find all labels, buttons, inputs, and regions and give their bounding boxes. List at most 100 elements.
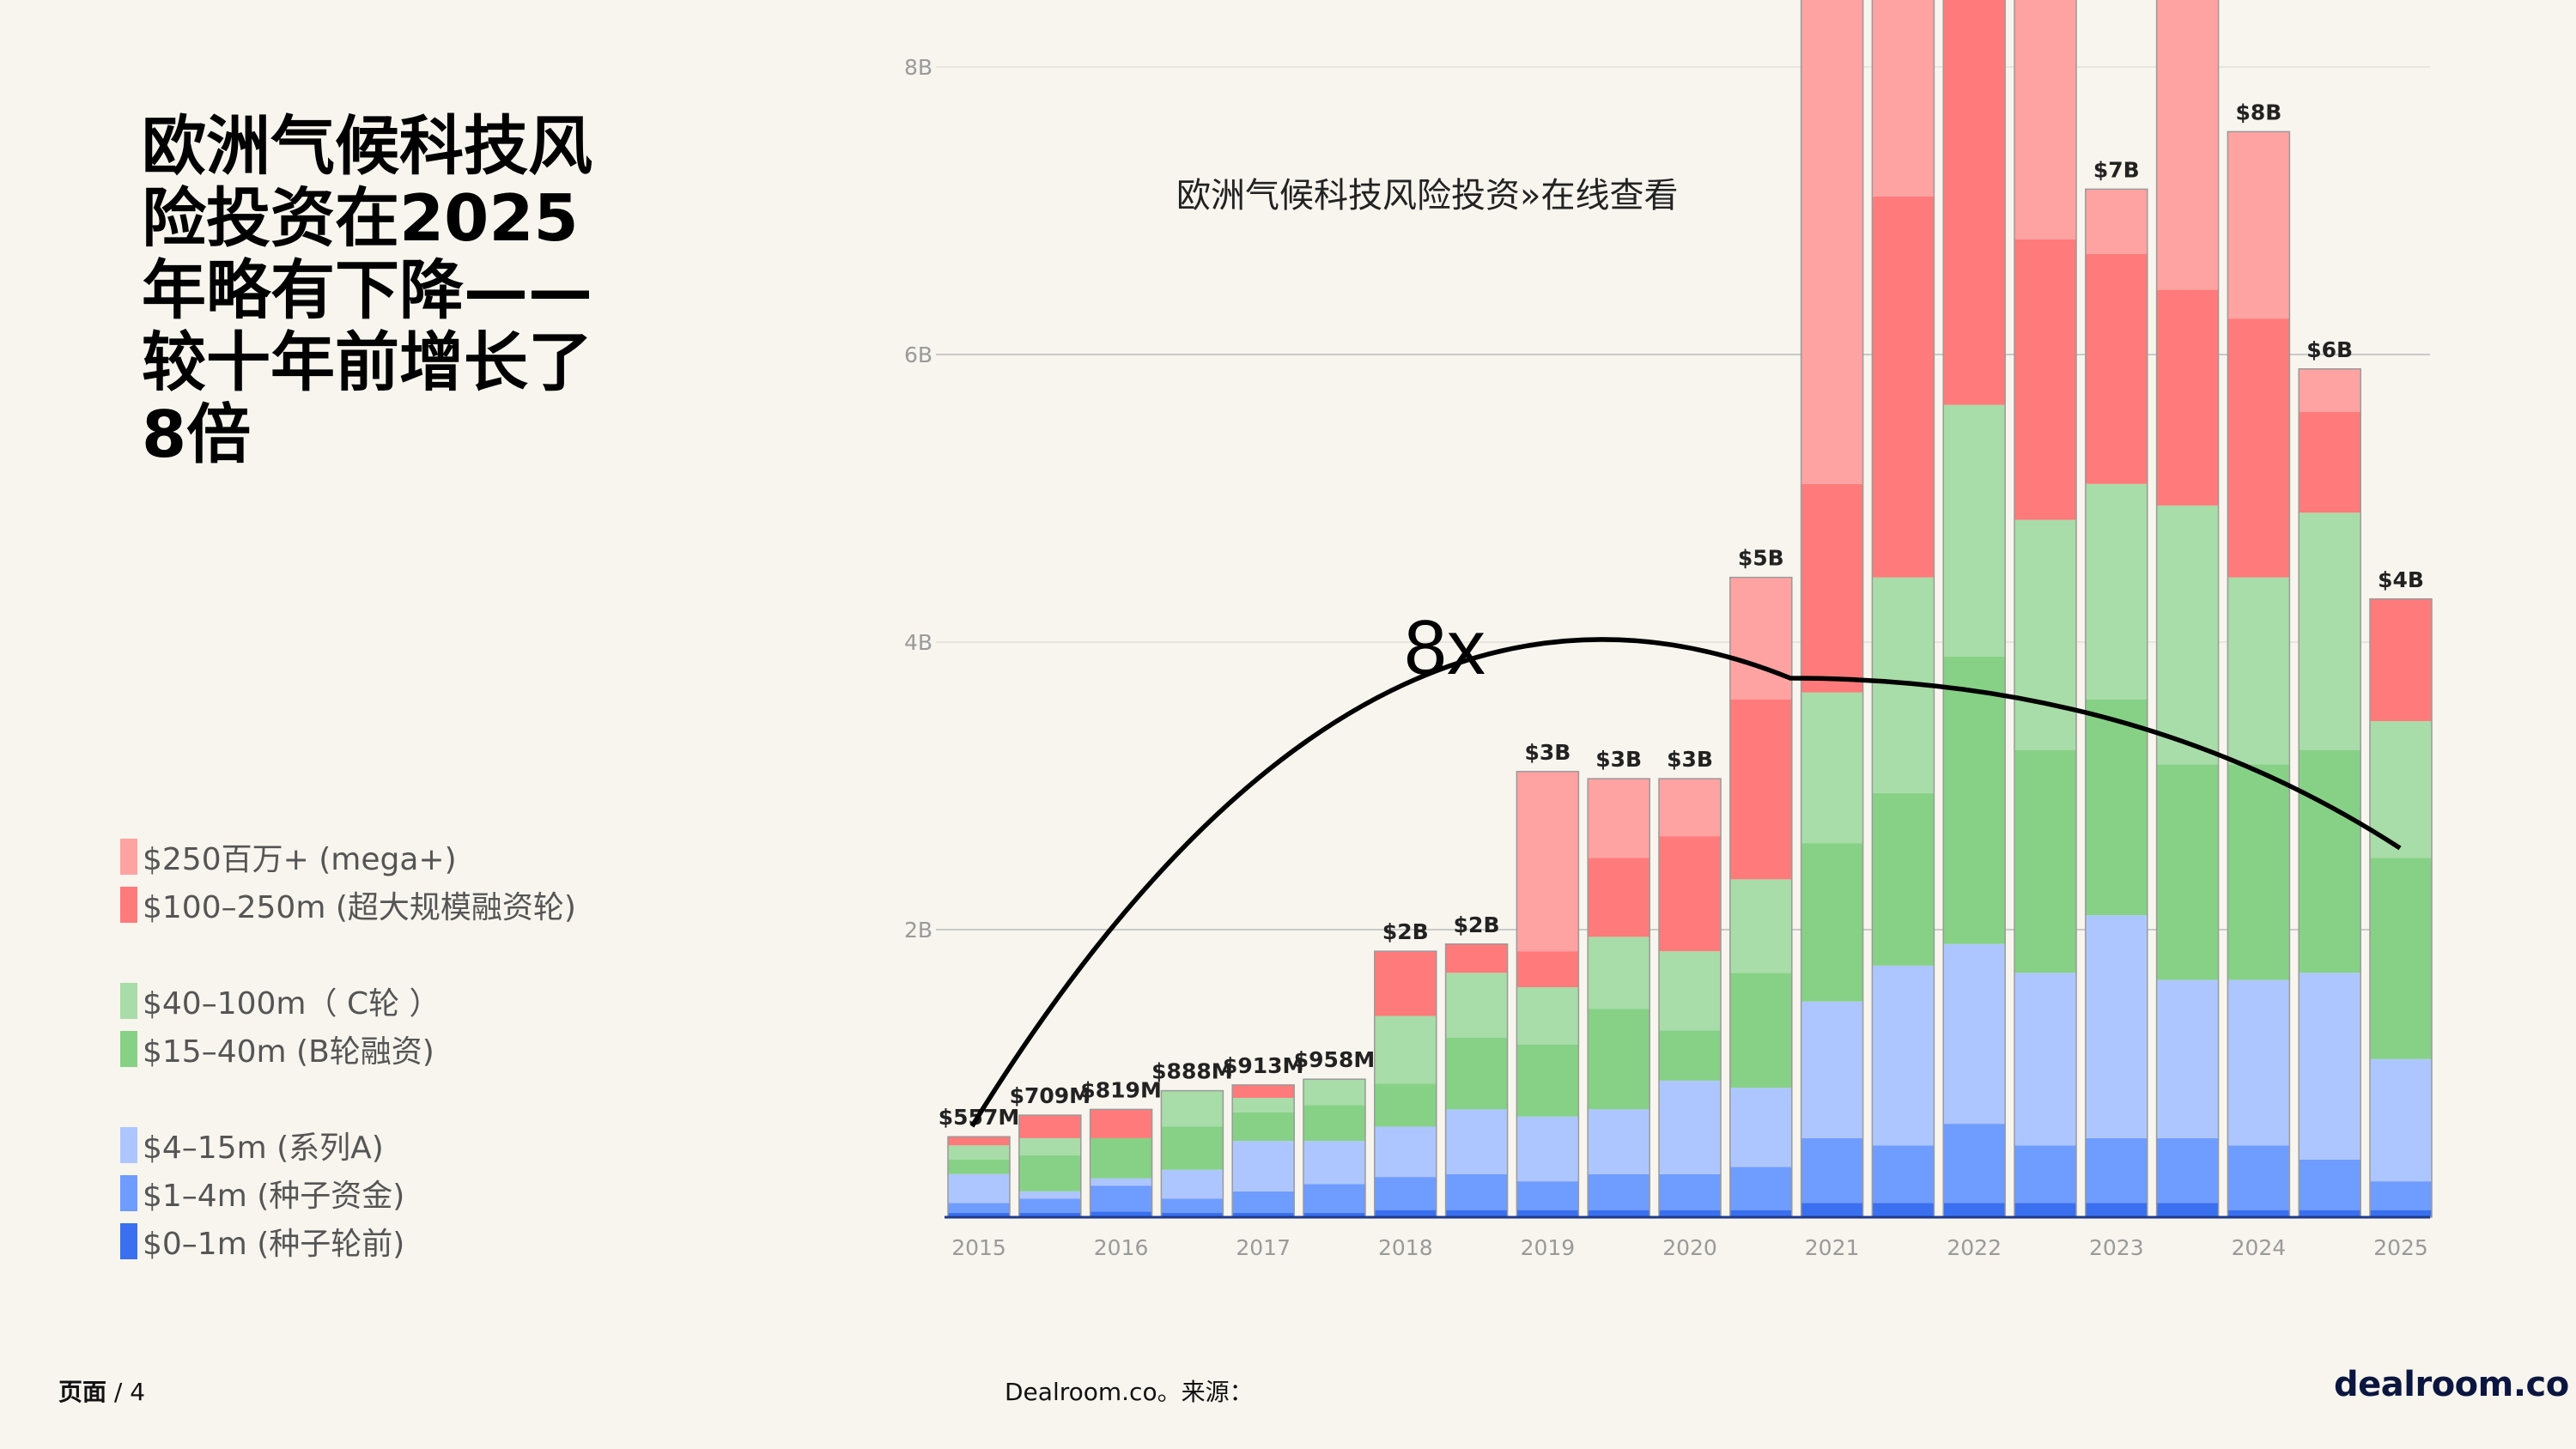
bar-total-label: $888M <box>1151 1059 1232 1084</box>
growth-annotation: 8x <box>1404 605 1485 691</box>
bar-segment <box>1872 792 1935 966</box>
bar-total-label: $3B <box>1667 747 1713 772</box>
bar-segment <box>1943 1124 2006 1203</box>
bar-segment <box>1516 987 1579 1045</box>
legend-group-late-stage: $250百万+ (mega+) $100–250m (超大规模融资轮) <box>120 833 576 929</box>
bar-segment <box>1161 1090 1224 1127</box>
bar-segment <box>1090 1211 1152 1217</box>
legend-label-seed: $1–4m (种子资金) <box>143 1179 405 1214</box>
bar-segment <box>1018 1212 1081 1217</box>
bar-total-label: $2B <box>1382 919 1429 944</box>
x-tick-label: 2020 <box>1662 1235 1717 1260</box>
bar-segment <box>1303 1079 1365 1106</box>
x-tick-label: 2023 <box>2089 1235 2144 1260</box>
bar-segment <box>1516 1116 1579 1182</box>
legend-swatch-series-c <box>120 983 137 1019</box>
bar-segment <box>2085 1137 2148 1203</box>
legend-item-mega-round: $100–250m (超大规模融资轮) <box>120 881 576 929</box>
bar-segment <box>1090 1185 1152 1212</box>
bar-segment <box>1588 1210 1650 1217</box>
bar-total-label: $913M <box>1223 1053 1303 1078</box>
x-tick-label: 2018 <box>1378 1235 1433 1260</box>
bar-segment <box>1374 1177 1437 1210</box>
bar-segment <box>2156 289 2219 506</box>
source-note: Dealroom.co。来源： <box>1005 1378 1254 1406</box>
bar-segment <box>1232 1112 1295 1142</box>
bar-segment <box>1161 1169 1224 1199</box>
bar-segment <box>1161 1198 1224 1213</box>
bar-total-label: $4B <box>2378 567 2424 592</box>
legend-label-pre-seed: $0–1m (种子轮前) <box>143 1227 405 1262</box>
bar-segment <box>1303 1105 1365 1142</box>
bar-segment <box>2085 483 2148 700</box>
bar-segment <box>2085 915 2148 1138</box>
y-tick-label: 4B <box>904 630 933 655</box>
bar-segment <box>2299 1160 2361 1210</box>
x-tick-label: 2022 <box>1947 1235 2002 1260</box>
bar-segment <box>2156 979 2219 1138</box>
legend-label-series-c: $40–100m（ C轮 ） <box>143 986 440 1022</box>
bar-segment <box>1018 1115 1081 1138</box>
bar-segment <box>1374 1126 1437 1178</box>
bar-segment <box>2156 1203 2219 1217</box>
bar-segment <box>1872 0 1935 197</box>
bar-segment <box>2014 1145 2076 1203</box>
y-tick-label: 8B <box>904 55 933 80</box>
bar-segment <box>1943 404 2006 657</box>
bar-segment <box>2085 1203 2148 1217</box>
bar-segment <box>1090 1178 1152 1186</box>
x-tick-label: 2017 <box>1236 1235 1291 1260</box>
bar-segment <box>2227 764 2290 980</box>
dealroom-logo: dealroom.co <box>2334 1365 2569 1404</box>
bar-total-label: $819M <box>1080 1077 1161 1102</box>
growth-arc <box>969 637 2402 1128</box>
page-label: 页面 <box>58 1378 107 1406</box>
chart-legend: $250百万+ (mega+) $100–250m (超大规模融资轮) $40–… <box>120 833 576 1313</box>
bar-segment <box>1090 1137 1152 1179</box>
bar-total-label: $8B <box>2235 100 2281 124</box>
bar-segment <box>1872 196 1935 578</box>
bar-segment <box>1729 577 1792 700</box>
legend-item-series-c: $40–100m（ C轮 ） <box>120 977 576 1025</box>
bar-segment <box>1018 1198 1081 1213</box>
bar-segment <box>2227 131 2290 319</box>
page-indicator: 页面 / 4 <box>58 1373 145 1408</box>
bar-total-label: $7B <box>2093 157 2140 182</box>
legend-item-mega: $250百万+ (mega+) <box>120 833 576 881</box>
bar-segment <box>2370 598 2432 722</box>
legend-item-seed: $1–4m (种子资金) <box>120 1169 576 1217</box>
bar-segment <box>1516 1181 1579 1210</box>
bar-segment <box>1872 1145 1935 1203</box>
bar-segment <box>1729 1167 1792 1210</box>
bar-segment <box>2085 700 2148 916</box>
bar-segment <box>1729 879 1792 973</box>
bar-segment <box>2299 973 2361 1160</box>
legend-label-series-a: $4–15m (系列A) <box>143 1131 384 1166</box>
bar-segment <box>1374 1083 1437 1127</box>
legend-swatch-mega-round <box>120 887 137 923</box>
bar-segment <box>1943 1203 2006 1217</box>
legend-swatch-mega <box>120 839 137 875</box>
bar-segment <box>1943 656 2006 944</box>
y-tick-label: 2B <box>904 918 933 943</box>
legend-label-series-b: $15–40m (B轮融资) <box>143 1034 434 1070</box>
bar-segment <box>1445 1109 1508 1174</box>
bar-segment <box>1659 951 1721 1031</box>
bar-segment <box>1801 1203 1863 1217</box>
bar-segment <box>2370 858 2432 1059</box>
bar-segment <box>1516 1045 1579 1117</box>
bar-segment <box>2370 1058 2432 1182</box>
legend-group-early: $4–15m (系列A) $1–4m (种子资金) $0–1m (种子轮前) <box>120 1121 576 1265</box>
bar-segment <box>2014 519 2076 750</box>
chart-title[interactable]: 欧洲气候科技风险投资»在线查看 <box>1176 176 1679 215</box>
bar-segment <box>1588 1173 1650 1210</box>
bar-segment <box>1232 1084 1295 1098</box>
bar-segment <box>2370 1210 2432 1217</box>
bar-segment <box>948 1145 1010 1160</box>
bar-segment <box>2299 412 2361 513</box>
bar-segment <box>2227 979 2290 1146</box>
bar-segment <box>2014 1203 2076 1217</box>
legend-label-mega-round: $100–250m (超大规模融资轮) <box>143 890 576 925</box>
bar-segment <box>1729 700 1792 880</box>
